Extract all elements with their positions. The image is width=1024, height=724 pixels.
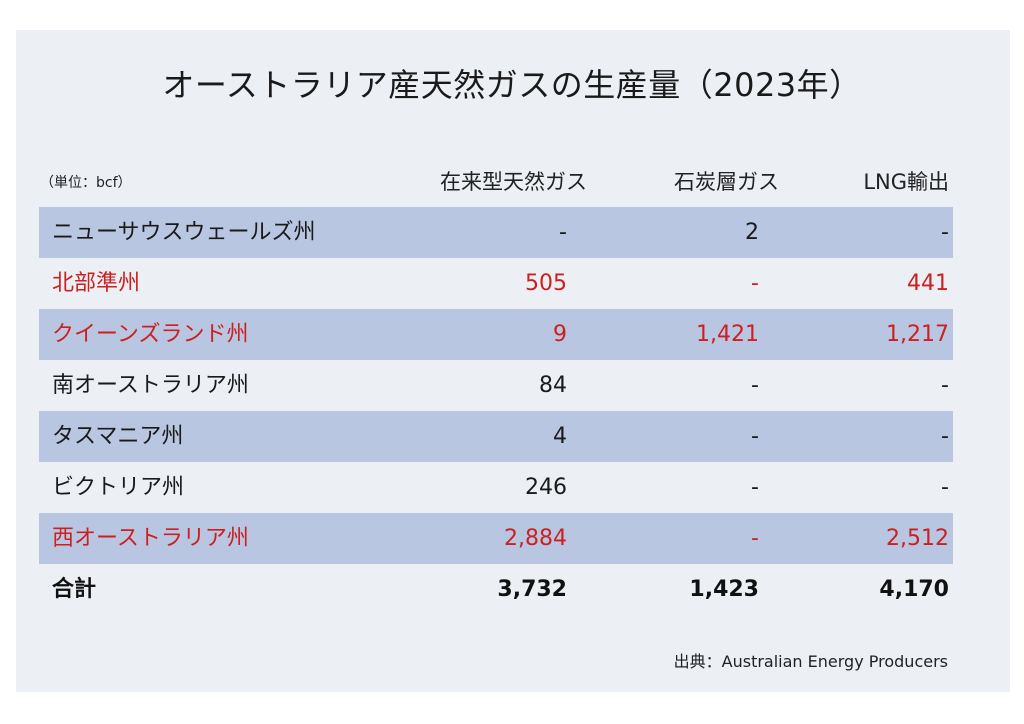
cell-coal-seam-gas: - [751, 475, 759, 500]
cell-coal-seam-gas: - [751, 373, 759, 398]
cell-conventional-gas: 4 [553, 424, 567, 449]
total-lng-export: 4,170 [879, 577, 949, 602]
row-label: 西オーストラリア州 [52, 526, 249, 551]
table-panel [16, 30, 1010, 692]
column-header-coal-seam-gas: 石炭層ガス [674, 170, 779, 194]
cell-coal-seam-gas: - [751, 271, 759, 296]
cell-conventional-gas: 84 [539, 373, 567, 398]
row-label: 北部準州 [52, 271, 141, 296]
cell-lng-export: - [941, 475, 949, 500]
cell-lng-export: - [941, 373, 949, 398]
column-header-lng-export: LNG輸出 [863, 170, 949, 194]
cell-coal-seam-gas: 1,421 [696, 322, 759, 347]
cell-conventional-gas: - [559, 220, 567, 245]
cell-conventional-gas: 505 [525, 271, 567, 296]
table-row: 南オーストラリア州 84 - - [39, 360, 953, 411]
cell-coal-seam-gas: - [751, 526, 759, 551]
row-label: タスマニア州 [52, 424, 184, 449]
unit-note: （単位：bcf） [40, 175, 132, 191]
total-conventional-gas: 3,732 [497, 577, 567, 602]
cell-coal-seam-gas: 2 [745, 220, 759, 245]
row-label: ビクトリア州 [52, 475, 185, 500]
cell-conventional-gas: 2,884 [504, 526, 567, 551]
table-row: タスマニア州 4 - - [39, 411, 953, 462]
table-row: 西オーストラリア州 2,884 - 2,512 [39, 513, 953, 564]
chart-title: オーストラリア産天然ガスの生産量（2023年） [162, 66, 862, 104]
cell-lng-export: 441 [907, 271, 949, 296]
cell-lng-export: 1,217 [886, 322, 949, 347]
cell-lng-export: 2,512 [886, 526, 949, 551]
cell-conventional-gas: 9 [553, 322, 567, 347]
total-coal-seam-gas: 1,423 [689, 577, 759, 602]
cell-conventional-gas: 246 [525, 475, 567, 500]
cell-lng-export: - [941, 424, 949, 449]
table-row: ビクトリア州 246 - - [39, 462, 953, 513]
source-note: 出典：Australian Energy Producers [673, 652, 948, 671]
table-row: ニューサウスウェールズ州 - 2 - [39, 207, 953, 258]
table-row: 北部準州 505 - 441 [39, 258, 953, 309]
data-table: ニューサウスウェールズ州 - 2 - 北部準州 505 - 441 クイーンズラ… [39, 207, 953, 615]
column-header-conventional-gas: 在来型天然ガス [440, 170, 587, 194]
cell-coal-seam-gas: - [751, 424, 759, 449]
row-label: ニューサウスウェールズ州 [52, 220, 316, 245]
cell-lng-export: - [941, 220, 949, 245]
total-row: 合計 3,732 1,423 4,170 [39, 564, 953, 615]
total-label: 合計 [52, 577, 97, 602]
table-row: クイーンズランド州 9 1,421 1,217 [39, 309, 953, 360]
row-label: 南オーストラリア州 [52, 373, 249, 398]
row-label: クイーンズランド州 [52, 322, 249, 347]
